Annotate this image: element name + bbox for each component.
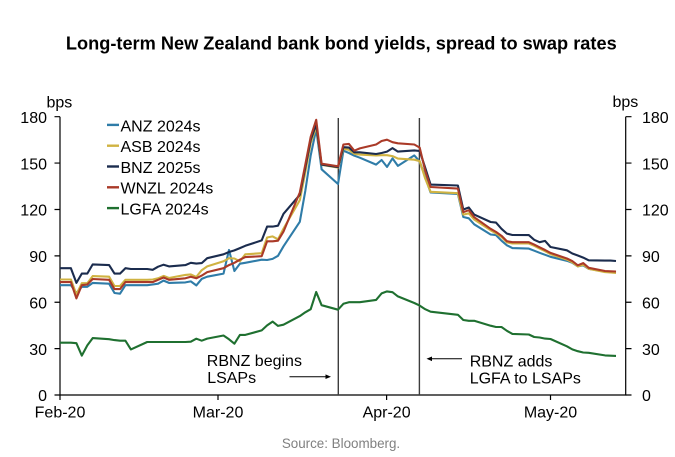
svg-text:150: 150: [642, 156, 669, 173]
svg-text:WNZL 2024s: WNZL 2024s: [121, 181, 214, 198]
svg-text:LSAPs: LSAPs: [207, 370, 256, 387]
svg-text:Mar-20: Mar-20: [193, 404, 244, 421]
svg-text:RBNZ begins: RBNZ begins: [207, 353, 302, 370]
svg-text:120: 120: [642, 203, 669, 220]
svg-text:30: 30: [642, 342, 660, 359]
svg-text:bps: bps: [613, 94, 639, 111]
svg-text:30: 30: [29, 342, 47, 359]
svg-text:150: 150: [20, 156, 47, 173]
svg-text:BNZ 2025s: BNZ 2025s: [121, 160, 201, 177]
svg-text:Apr-20: Apr-20: [363, 404, 411, 421]
svg-text:120: 120: [20, 203, 47, 220]
svg-text:Feb-20: Feb-20: [35, 404, 86, 421]
svg-text:180: 180: [20, 110, 47, 127]
svg-text:60: 60: [642, 295, 660, 312]
svg-text:ASB 2024s: ASB 2024s: [121, 139, 201, 156]
svg-text:bps: bps: [47, 95, 73, 112]
svg-text:90: 90: [29, 249, 47, 266]
svg-text:May-20: May-20: [524, 404, 577, 421]
svg-text:LGFA to LSAPs: LGFA to LSAPs: [470, 371, 581, 388]
svg-text:0: 0: [642, 388, 651, 405]
svg-text:LGFA 2024s: LGFA 2024s: [121, 202, 209, 219]
svg-text:90: 90: [642, 249, 660, 266]
svg-text:ANZ 2024s: ANZ 2024s: [121, 118, 201, 135]
svg-text:180: 180: [642, 110, 669, 127]
svg-text:60: 60: [29, 295, 47, 312]
svg-text:Source: Bloomberg.: Source: Bloomberg.: [282, 436, 400, 451]
svg-text:RBNZ adds: RBNZ adds: [470, 353, 553, 370]
svg-text:0: 0: [38, 388, 47, 405]
svg-text:Long-term New Zealand bank bon: Long-term New Zealand bank bond yields, …: [66, 33, 617, 53]
